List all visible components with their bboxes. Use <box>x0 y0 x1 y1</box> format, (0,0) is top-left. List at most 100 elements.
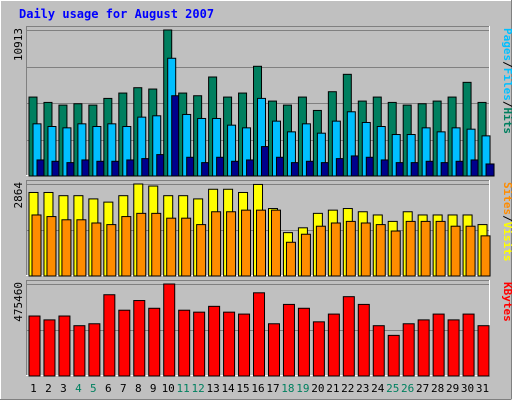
bar-kbytes-day-18 <box>282 303 295 377</box>
legend-entry: Files <box>501 68 512 101</box>
bar-sites-day-4 <box>76 219 87 277</box>
y-max-label: 10913 <box>12 28 25 61</box>
bar-kbytes-day-2 <box>43 319 56 377</box>
panels: 10913Pages/Files/Hits2864Sites/Visits475… <box>12 26 512 377</box>
bar-sites-day-25 <box>390 230 401 277</box>
x-tick-label-day-22: 22 <box>341 382 354 395</box>
x-tick-label-day-4: 4 <box>75 382 82 395</box>
bar-sites-day-6 <box>106 224 117 277</box>
bar-sites-day-7 <box>121 216 132 277</box>
bar-kbytes-day-16 <box>253 292 266 377</box>
x-tick-label-day-3: 3 <box>60 382 67 395</box>
legend-entry: Sites <box>501 182 512 215</box>
x-tick-label-day-18: 18 <box>281 382 294 395</box>
bar-sites-day-1 <box>31 214 42 277</box>
bar-kbytes-day-28 <box>432 313 445 377</box>
legend-entry: KBytes <box>501 282 512 322</box>
bar-sites-day-2 <box>46 216 57 277</box>
bar-kbytes-day-8 <box>133 300 146 377</box>
bar-kbytes-day-25 <box>387 334 400 377</box>
x-tick-label-day-15: 15 <box>236 382 249 395</box>
bar-kbytes-day-9 <box>148 307 161 377</box>
x-tick-label-day-24: 24 <box>371 382 385 395</box>
bar-sites-day-12 <box>196 224 207 277</box>
bar-kbytes-day-17 <box>267 323 280 377</box>
x-tick-label-day-30: 30 <box>461 382 474 395</box>
bar-kbytes-day-21 <box>327 313 340 377</box>
panel-visits-sites: 2864 Sites/Visits <box>12 180 512 277</box>
bar-kbytes-day-15 <box>238 313 251 377</box>
y-max-label: 475460 <box>12 282 25 322</box>
bar-kbytes-day-20 <box>312 321 325 377</box>
bar-kbytes-day-31 <box>477 325 490 377</box>
bar-sites-day-18 <box>285 241 296 277</box>
bar-sites-day-14 <box>226 211 237 277</box>
x-tick-label-day-19: 19 <box>296 382 309 395</box>
bar-sites-day-31 <box>480 235 491 277</box>
x-tick-label-day-14: 14 <box>221 382 235 395</box>
x-tick-label-day-9: 9 <box>150 382 157 395</box>
bar-sites-day-27 <box>420 220 431 277</box>
bar-sites-day-8 <box>136 212 147 277</box>
legend-entry: / <box>501 61 512 68</box>
bar-kbytes-day-30 <box>462 313 475 377</box>
bar-kbytes-day-10 <box>163 283 176 377</box>
x-tick-label-day-10: 10 <box>162 382 175 395</box>
bar-kbytes-day-1 <box>28 315 41 377</box>
bar-sites-day-28 <box>435 220 446 277</box>
x-tick-label-day-29: 29 <box>446 382 459 395</box>
x-tick-label-day-28: 28 <box>431 382 444 395</box>
bar-kbytes-day-27 <box>417 319 430 377</box>
bar-kbytes-day-11 <box>178 309 191 377</box>
bar-kbytes-day-12 <box>193 311 206 377</box>
bar-kbytes-day-26 <box>402 323 415 377</box>
bar-kbytes-day-13 <box>208 305 221 377</box>
legend-entry: / <box>501 215 512 222</box>
bar-sites-day-29 <box>450 225 461 277</box>
bar-pages-day-31 <box>485 163 495 177</box>
x-tick-label-day-31: 31 <box>476 382 489 395</box>
x-tick-label-day-2: 2 <box>45 382 52 395</box>
x-tick-label-day-20: 20 <box>311 382 324 395</box>
x-tick-label-day-23: 23 <box>356 382 369 395</box>
bar-kbytes-day-4 <box>73 325 86 377</box>
bar-kbytes-day-23 <box>357 303 370 377</box>
bar-kbytes-day-22 <box>342 296 355 377</box>
x-tick-label-day-25: 25 <box>386 382 399 395</box>
bar-sites-day-10 <box>166 217 177 277</box>
bar-kbytes-day-29 <box>447 319 460 377</box>
bar-sites-day-22 <box>345 220 356 277</box>
bar-kbytes-day-5 <box>88 323 101 377</box>
legend: Pages/Files/Hits <box>501 28 512 134</box>
bar-kbytes-day-3 <box>58 315 71 377</box>
x-tick-label-day-26: 26 <box>401 382 414 395</box>
x-tick-label-day-17: 17 <box>266 382 279 395</box>
x-tick-label-day-1: 1 <box>30 382 37 395</box>
x-tick-label-day-21: 21 <box>326 382 339 395</box>
legend-entry: Pages <box>501 28 512 61</box>
bar-sites-day-23 <box>360 222 371 277</box>
x-tick-label-day-11: 11 <box>177 382 190 395</box>
bar-sites-day-5 <box>91 222 102 277</box>
x-tick-label-day-8: 8 <box>135 382 142 395</box>
bar-sites-day-24 <box>375 224 386 277</box>
x-tick-label-day-7: 7 <box>120 382 127 395</box>
x-tick-label-day-6: 6 <box>105 382 112 395</box>
x-tick-label-day-12: 12 <box>192 382 205 395</box>
x-tick-label-day-27: 27 <box>416 382 429 395</box>
bar-kbytes-day-14 <box>223 311 236 377</box>
bar-sites-day-16 <box>256 209 267 277</box>
chart-title: Daily usage for August 2007 <box>19 7 214 21</box>
bar-sites-day-3 <box>61 219 72 277</box>
bar-sites-day-20 <box>315 225 326 277</box>
x-tick-label-day-5: 5 <box>90 382 97 395</box>
legend-entry: / <box>501 101 512 108</box>
x-tick-label-day-16: 16 <box>251 382 264 395</box>
bar-kbytes-day-7 <box>118 309 131 377</box>
bar-kbytes-day-19 <box>297 307 310 377</box>
bar-sites-day-19 <box>300 233 311 277</box>
legend-entry: Visits <box>501 222 512 262</box>
bar-kbytes-day-24 <box>372 325 385 377</box>
y-max-label: 2864 <box>12 182 25 209</box>
panel-hits-files-pages: 10913 Pages/Files/Hits <box>12 26 512 177</box>
